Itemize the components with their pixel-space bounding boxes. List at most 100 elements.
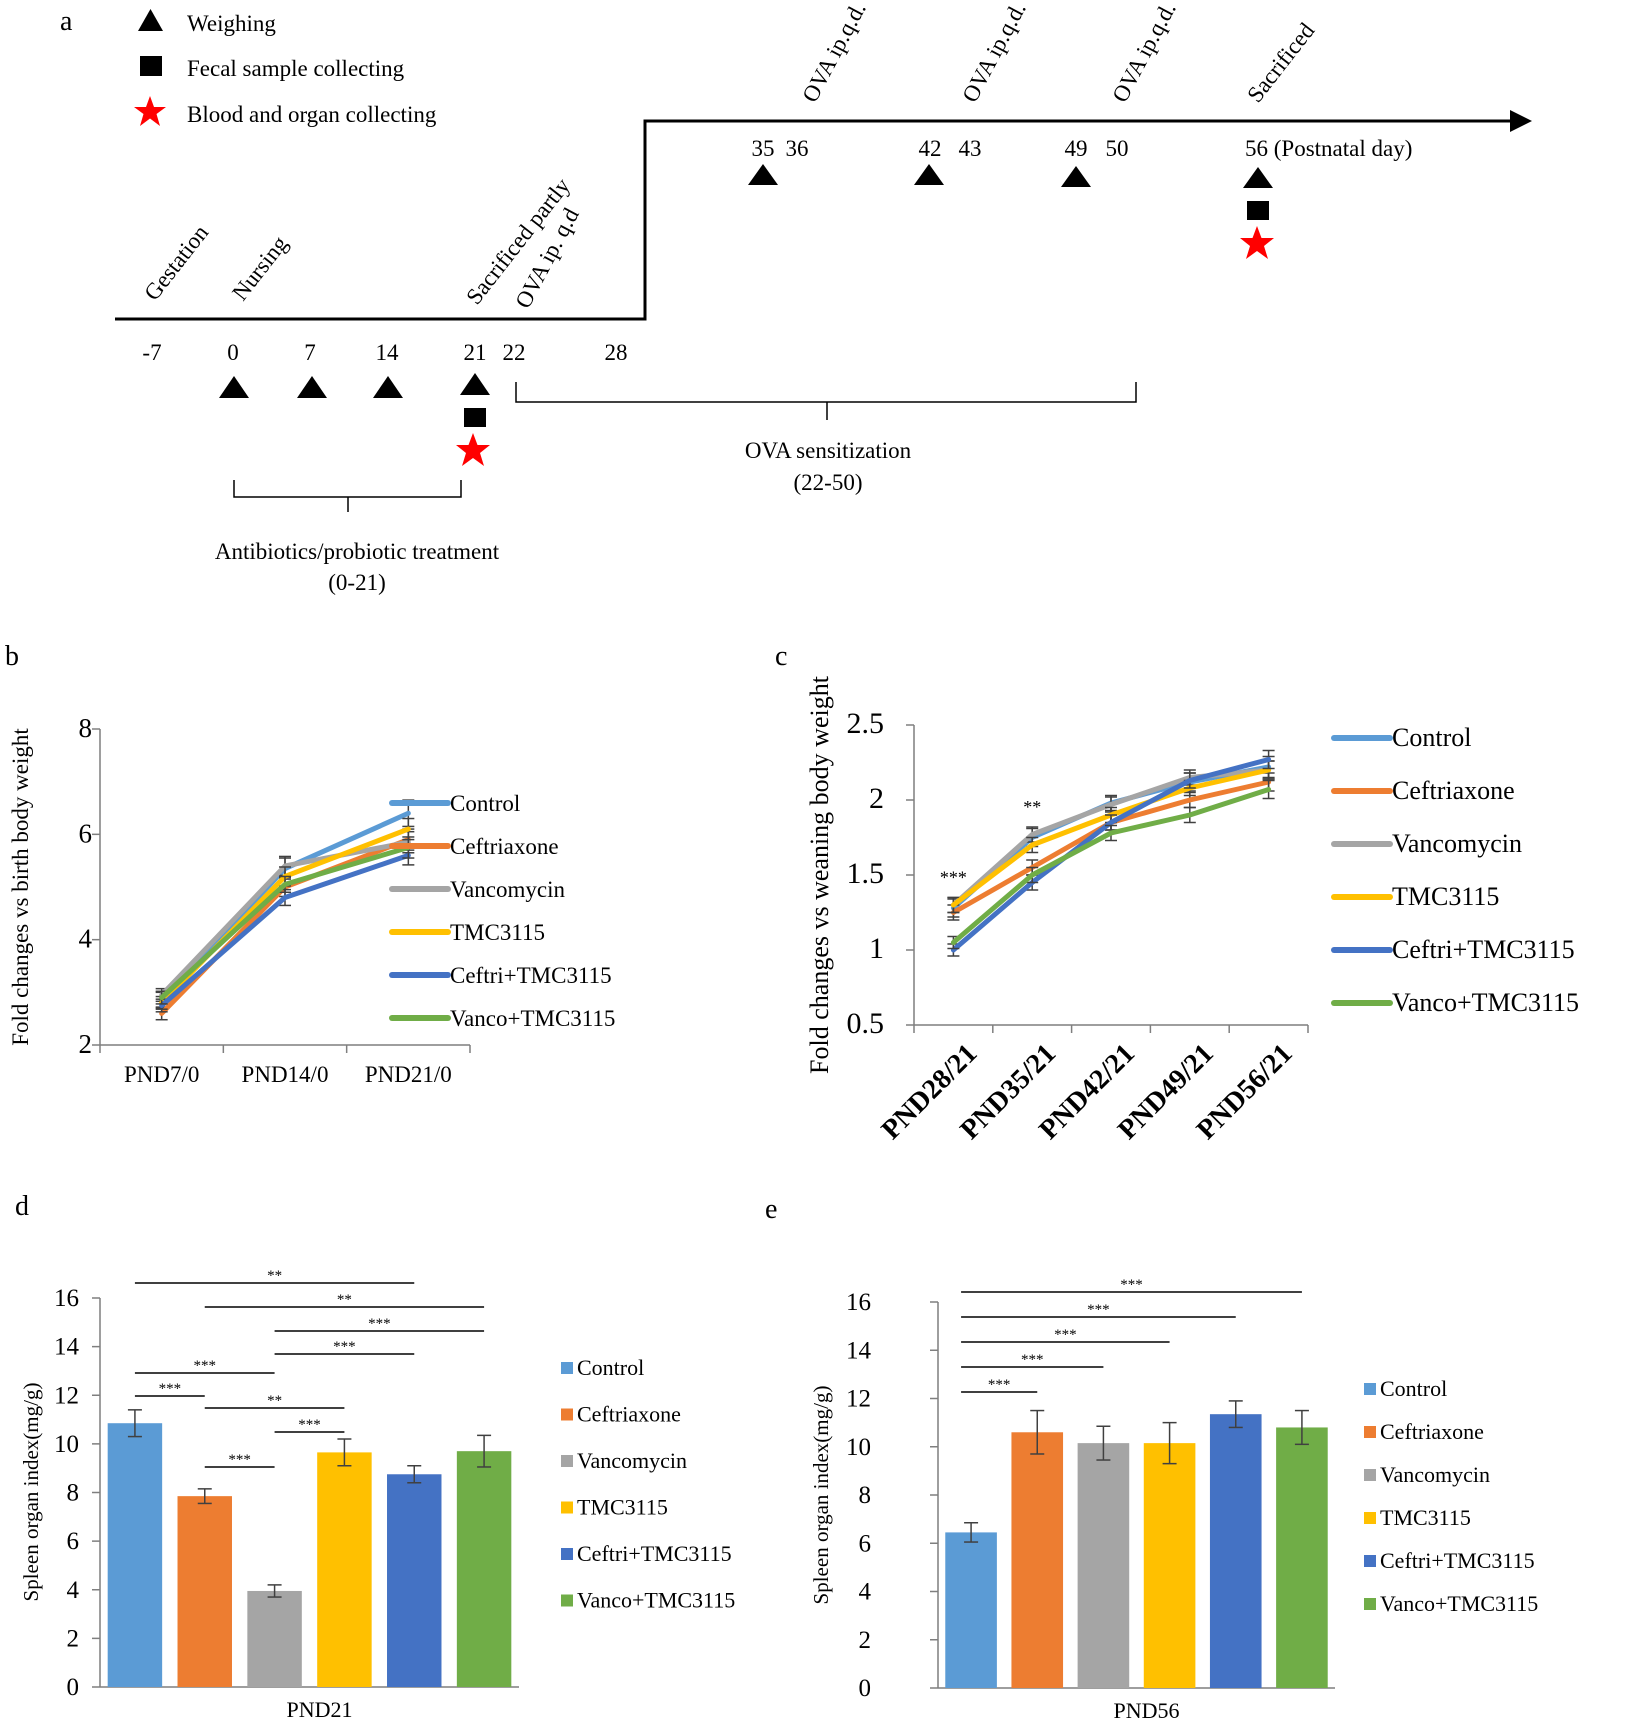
legend-label: Ceftriaxone <box>1380 1419 1484 1444</box>
day-label: 28 <box>605 340 628 365</box>
event-gestation: Gestation <box>139 220 213 305</box>
y-tick-label: 2.5 <box>847 707 885 740</box>
panel-label-b: b <box>5 641 19 672</box>
triangle-icon <box>138 9 163 31</box>
y-tick-label: 1 <box>869 932 884 965</box>
y-tick-label: 2 <box>67 1625 80 1652</box>
day-label: 49 <box>1065 136 1088 161</box>
square-icon <box>1247 201 1269 220</box>
timeline-legend-weighing: Weighing <box>187 11 276 36</box>
square-icon <box>464 408 486 427</box>
x-tick-label: PND21/0 <box>365 1062 452 1087</box>
legend-label: Vanco+TMC3115 <box>450 1006 615 1031</box>
bar <box>945 1532 997 1688</box>
chart-e: 0 2 4 6 8 10 12 14 16 Spleen organ index(mg/g) ***… <box>809 1277 1538 1723</box>
y-tick-label: 4 <box>79 924 93 954</box>
y-tick-label: 16 <box>54 1285 79 1312</box>
day-label: 21 <box>464 340 487 365</box>
y-tick-label: 0 <box>859 1675 872 1702</box>
legend-label: Vancomycin <box>1392 829 1522 858</box>
day-label: 50 <box>1106 136 1129 161</box>
legend-label: Vancomycin <box>577 1448 687 1473</box>
star-icon <box>134 96 166 126</box>
square-icon <box>140 56 162 76</box>
y-tick-label: 0.5 <box>847 1007 885 1040</box>
legend-swatch <box>1364 1383 1376 1395</box>
significance-label: ** <box>337 1292 352 1308</box>
y-tick-label: 8 <box>79 713 93 743</box>
y-tick-label: 2 <box>859 1627 872 1654</box>
day-label: 22 <box>503 340 526 365</box>
timeline-arrow-icon <box>1510 110 1532 132</box>
triangle-icon <box>460 373 490 395</box>
sensitization-range: (22-50) <box>794 470 863 495</box>
legend-label: Vanco+TMC3115 <box>1380 1591 1538 1616</box>
triangle-icon <box>748 164 778 185</box>
legend-label: Ceftriaxone <box>1392 776 1515 805</box>
panel-label-a: a <box>60 6 73 37</box>
y-tick-label: 12 <box>846 1386 871 1413</box>
legend-label: Vanco+TMC3115 <box>577 1588 735 1613</box>
panel-label-d: d <box>15 1191 29 1222</box>
significance-label: *** <box>1087 1302 1110 1318</box>
legend-swatch <box>1364 1598 1376 1610</box>
legend-swatch <box>561 1362 573 1374</box>
y-tick-label: 14 <box>846 1337 872 1364</box>
day-label: 56 (Postnatal day) <box>1245 136 1412 161</box>
legend-swatch <box>561 1501 573 1514</box>
star-icon <box>1240 226 1274 259</box>
series-line <box>950 787 1272 945</box>
legend-label: Ceftriaxone <box>450 834 559 859</box>
significance-label: *** <box>1120 1277 1143 1293</box>
significance-label: *** <box>940 868 967 888</box>
legend-label: TMC3115 <box>1380 1505 1471 1530</box>
legend-label: TMC3115 <box>1392 882 1499 911</box>
bar <box>177 1496 232 1687</box>
legend-swatch <box>1364 1469 1376 1481</box>
y-tick-label: 4 <box>859 1579 872 1606</box>
series-line <box>159 845 411 1001</box>
significance-label: *** <box>368 1316 391 1332</box>
significance-label: *** <box>333 1339 356 1355</box>
bar <box>1077 1443 1130 1688</box>
chart-b: 2 4 6 8 Fold changes vs birth body weight PND… <box>8 713 615 1087</box>
brace-treatment <box>233 480 462 512</box>
event-sacrificed: Sacrificed <box>1242 18 1319 107</box>
y-tick-label: 16 <box>846 1289 871 1316</box>
legend-swatch <box>561 1594 573 1607</box>
significance-label: ** <box>267 1393 282 1409</box>
y-axis-label: Fold changes vs birth body weight <box>8 728 33 1046</box>
legend-swatch <box>561 1548 573 1560</box>
treatment-range: (0-21) <box>328 570 385 595</box>
triangle-icon <box>373 376 403 398</box>
y-tick-label: 12 <box>54 1382 79 1409</box>
legend-swatch <box>1364 1512 1376 1524</box>
bar <box>107 1423 163 1687</box>
legend-label: Control <box>1380 1376 1447 1401</box>
bar <box>247 1590 302 1687</box>
legend-label: Vancomycin <box>1380 1462 1490 1487</box>
triangle-icon <box>219 376 249 398</box>
panel-label-c: c <box>775 641 787 672</box>
y-tick-label: 10 <box>54 1431 79 1458</box>
significance-label: ** <box>267 1268 282 1284</box>
series-line <box>950 757 1272 953</box>
legend-label: Control <box>577 1355 644 1380</box>
legend-label: Ceftri+TMC3115 <box>1392 935 1575 964</box>
treatment-label: Antibiotics/probiotic treatment <box>215 539 500 564</box>
bar <box>456 1451 512 1687</box>
legend-label: TMC3115 <box>577 1495 668 1520</box>
significance-label: *** <box>1054 1327 1077 1343</box>
bar <box>1276 1427 1328 1688</box>
brace-sensitization <box>515 382 1137 420</box>
y-axis-label: Spleen organ index(mg/g) <box>809 1386 833 1605</box>
legend-swatch <box>1364 1426 1376 1438</box>
timeline-line <box>115 119 1510 321</box>
day-label: 36 <box>786 136 809 161</box>
star-icon <box>456 433 490 466</box>
legend-label: Ceftri+TMC3115 <box>577 1541 732 1566</box>
panel-label-e: e <box>765 1194 777 1225</box>
legend-label: Ceftriaxone <box>577 1402 681 1427</box>
